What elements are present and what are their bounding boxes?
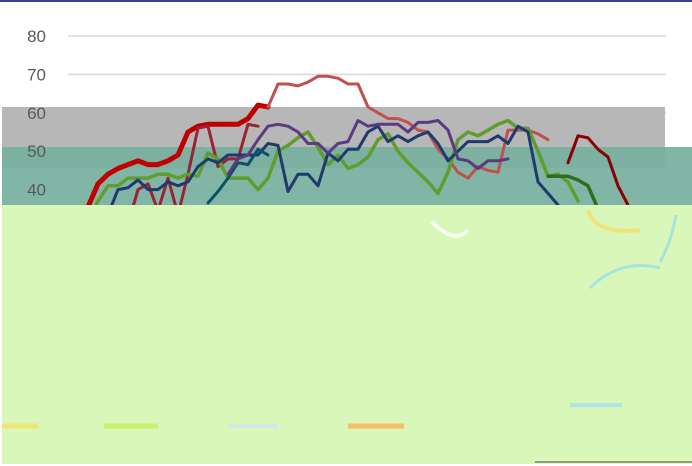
series-lines — [65, 74, 630, 257]
y-tick-label: 80 — [27, 27, 46, 46]
series-line-4 — [566, 134, 630, 207]
y-tick-label: 70 — [27, 65, 46, 84]
series-line-1 — [65, 102, 271, 237]
series-line-8 — [206, 147, 270, 205]
occluding-panel — [2, 205, 692, 464]
y-tick-label: 60 — [27, 104, 46, 123]
teal-band — [2, 147, 692, 215]
y-tick-label: 50 — [27, 142, 46, 161]
series-line-9 — [226, 119, 510, 176]
noise-strokes — [2, 209, 692, 463]
y-tick-label: 40 — [27, 181, 46, 200]
series-line-7 — [86, 124, 560, 238]
series-line-5 — [66, 118, 580, 224]
series-line-2 — [266, 74, 550, 180]
highlight-bands — [2, 107, 692, 215]
light-green-panel — [2, 205, 692, 464]
series-line-6 — [546, 174, 600, 211]
y-axis-ticks: 304050607080 — [27, 27, 46, 238]
